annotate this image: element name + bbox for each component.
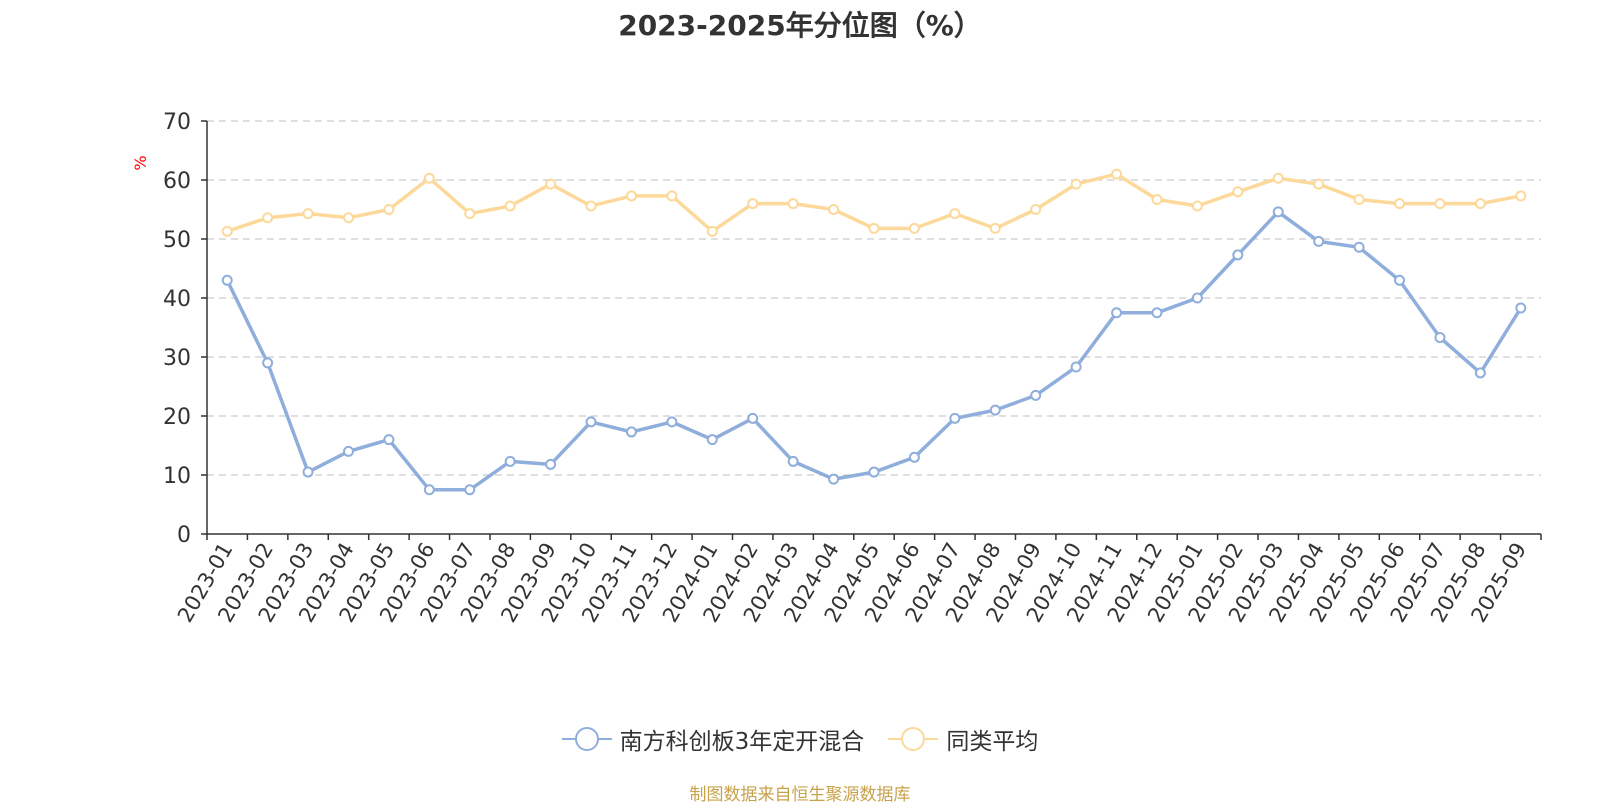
data-point-series-2[interactable]	[383, 204, 395, 215]
y-tick-label: 20	[163, 405, 191, 430]
data-point-series-2[interactable]	[1474, 198, 1486, 210]
data-point-series-2[interactable]	[989, 222, 1001, 234]
data-point-series-2[interactable]	[625, 190, 637, 202]
series-line-2	[226, 172, 1522, 234]
data-point-series-1[interactable]	[1394, 274, 1406, 286]
data-point-series-2[interactable]	[949, 208, 961, 220]
data-point-series-1[interactable]	[1151, 307, 1163, 319]
data-point-series-2[interactable]	[1353, 193, 1365, 205]
data-point-series-1[interactable]	[1232, 249, 1244, 261]
data-point-series-2[interactable]	[1070, 178, 1082, 190]
grid-lines	[207, 120, 1541, 476]
data-point-series-2[interactable]	[1191, 200, 1203, 212]
data-point-series-2[interactable]	[262, 212, 274, 224]
data-point-series-2[interactable]	[868, 222, 880, 234]
data-point-series-2[interactable]	[302, 208, 314, 220]
data-point-series-2[interactable]	[747, 198, 759, 210]
y-tick-label: 10	[163, 464, 191, 489]
data-point-series-1[interactable]	[342, 445, 354, 457]
data-point-series-2[interactable]	[545, 178, 557, 190]
y-tick-label: 40	[163, 287, 191, 312]
data-point-series-2[interactable]	[585, 200, 597, 212]
data-point-series-2[interactable]	[908, 222, 920, 234]
data-point-series-2[interactable]	[1272, 172, 1284, 184]
data-point-series-1[interactable]	[1030, 389, 1042, 401]
data-point-series-1[interactable]	[1313, 235, 1325, 247]
data-point-series-2[interactable]	[464, 208, 476, 220]
data-point-series-1[interactable]	[949, 412, 961, 424]
data-point-series-2[interactable]	[342, 212, 354, 224]
legend-marker-series-2	[888, 727, 939, 751]
data-point-series-2[interactable]	[666, 190, 678, 202]
data-point-series-1[interactable]	[423, 484, 435, 496]
data-point-series-1[interactable]	[989, 404, 1001, 416]
data-point-series-2[interactable]	[504, 200, 516, 212]
y-tick-labels: 0 10 20 30 40 50 60 70	[163, 110, 191, 548]
data-point-series-2[interactable]	[1151, 193, 1163, 205]
data-point-series-2[interactable]	[706, 225, 718, 237]
data-point-series-2[interactable]	[1232, 186, 1244, 198]
legend-marker-series-1	[561, 727, 612, 751]
data-point-series-2[interactable]	[1515, 190, 1527, 202]
y-tick-label: 50	[163, 228, 191, 253]
y-tick-label: 60	[163, 169, 191, 194]
data-point-series-1[interactable]	[706, 434, 718, 446]
data-point-series-1[interactable]	[787, 455, 799, 467]
y-axis-label: %	[131, 155, 150, 170]
data-point-series-1[interactable]	[828, 473, 840, 485]
data-point-series-1[interactable]	[504, 455, 516, 467]
data-point-series-1[interactable]	[868, 466, 880, 478]
legend-label-series-2: 同类平均	[946, 729, 1039, 755]
data-point-series-2[interactable]	[221, 225, 233, 237]
legend-label-series-1: 南方科创板3年定开混合	[619, 729, 865, 755]
data-point-series-2[interactable]	[1394, 198, 1406, 210]
data-point-series-2[interactable]	[828, 204, 840, 215]
data-point-series-1[interactable]	[625, 426, 637, 438]
data-point-series-1[interactable]	[1111, 307, 1123, 319]
data-point-series-1[interactable]	[1474, 367, 1486, 379]
data-point-series-1[interactable]	[585, 416, 597, 428]
data-point-series-2[interactable]	[1313, 178, 1325, 190]
series-line-1	[225, 210, 1523, 492]
data-point-series-1[interactable]	[1272, 206, 1284, 218]
y-tick-label: 70	[163, 110, 191, 135]
data-point-series-1[interactable]	[464, 484, 476, 496]
data-point-series-2[interactable]	[423, 172, 435, 184]
data-point-series-1[interactable]	[383, 434, 395, 446]
legend-item-series-1[interactable]: 南方科创板3年定开混合	[561, 722, 865, 756]
data-point-series-1[interactable]	[908, 451, 920, 463]
series-lines	[221, 168, 1527, 496]
data-point-series-1[interactable]	[1070, 361, 1082, 373]
chart-title: 2023-2025年分位图（%）	[618, 9, 982, 42]
axes	[201, 120, 1542, 540]
data-point-series-1[interactable]	[1515, 302, 1527, 314]
data-point-series-2[interactable]	[1434, 198, 1446, 210]
x-tick-labels: 2023-012023-022023-032023-042023-052023-…	[173, 539, 1531, 627]
data-point-series-1[interactable]	[302, 466, 314, 478]
data-point-series-1[interactable]	[221, 274, 233, 286]
legend: 南方科创板3年定开混合 同类平均	[0, 722, 1600, 756]
y-tick-label: 0	[177, 523, 191, 548]
data-point-series-2[interactable]	[1111, 168, 1123, 180]
data-point-series-1[interactable]	[262, 357, 274, 369]
data-point-series-2[interactable]	[787, 198, 799, 210]
data-point-series-1[interactable]	[747, 412, 759, 424]
data-source-note: 制图数据来自恒生聚源数据库	[689, 785, 911, 805]
data-point-series-1[interactable]	[1434, 332, 1446, 344]
y-tick-label: 30	[163, 346, 191, 371]
legend-item-series-2[interactable]: 同类平均	[888, 722, 1038, 756]
data-point-series-1[interactable]	[1191, 292, 1203, 304]
data-point-series-1[interactable]	[545, 458, 557, 470]
data-point-series-1[interactable]	[666, 416, 678, 428]
data-point-series-1[interactable]	[1353, 241, 1365, 253]
data-point-series-2[interactable]	[1030, 204, 1042, 215]
